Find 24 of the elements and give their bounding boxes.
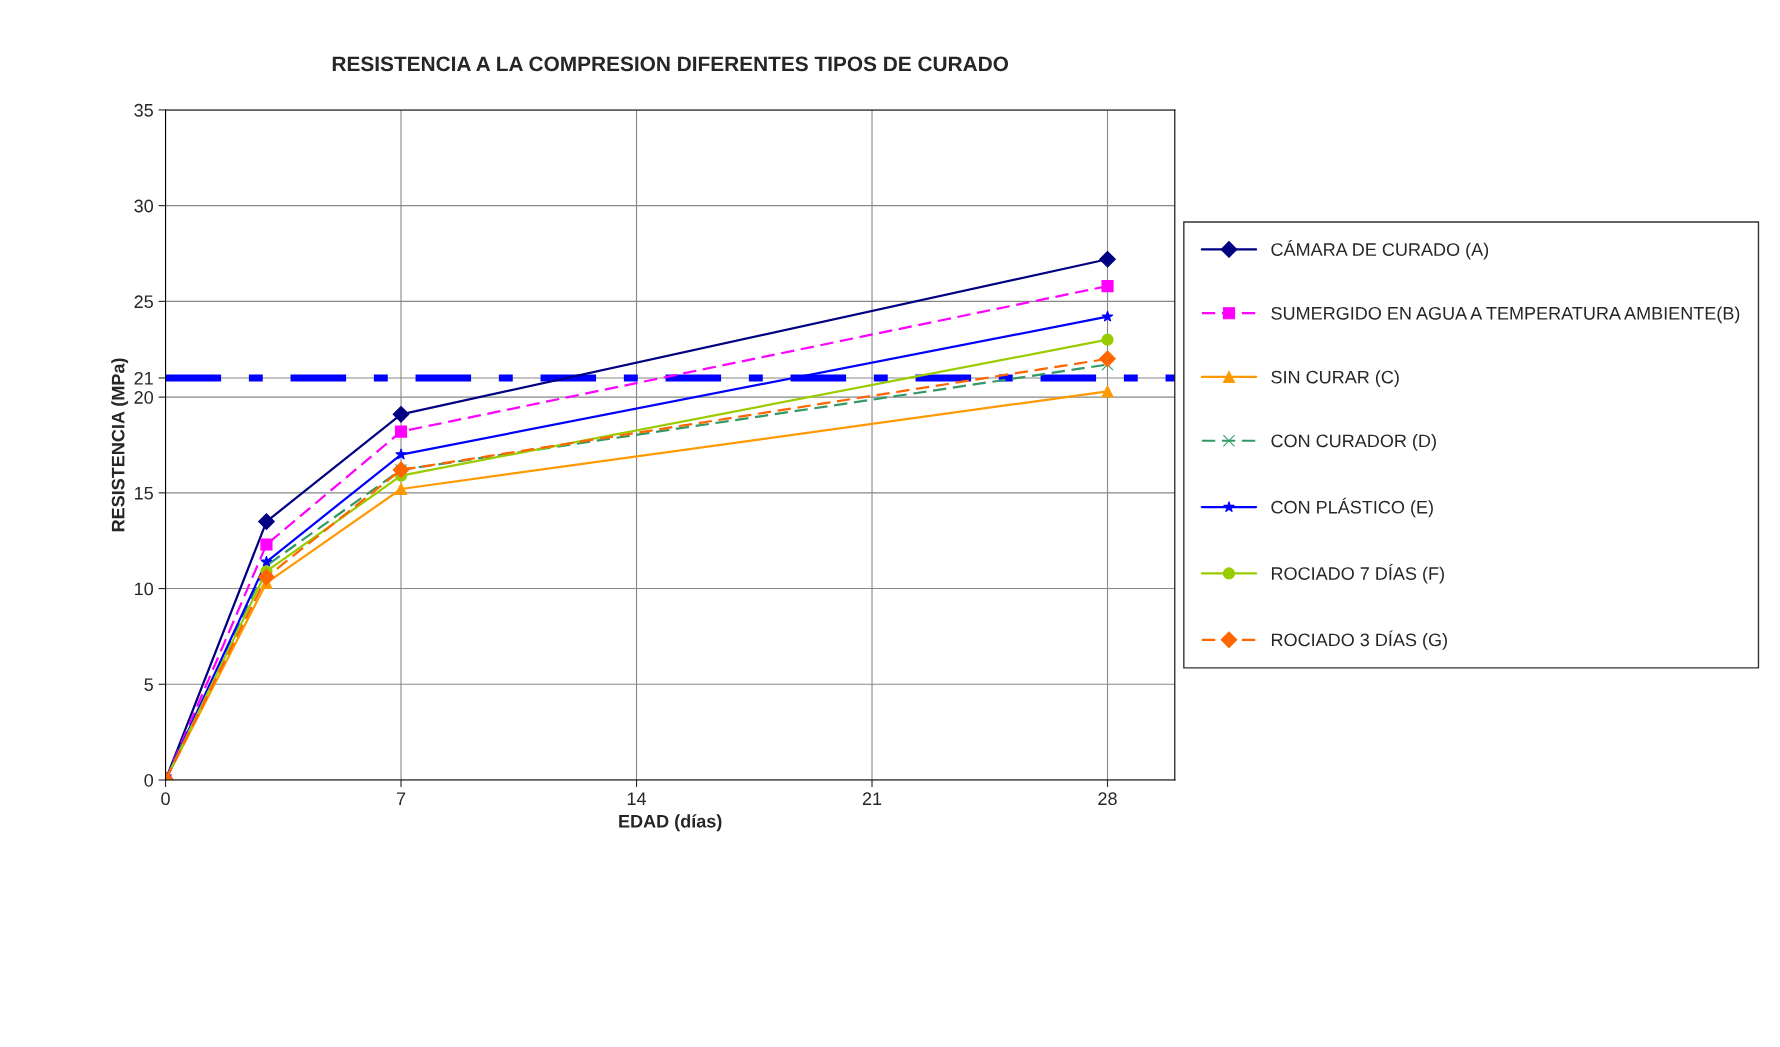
y-tick-label: 20 <box>134 391 154 404</box>
x-tick-label: 7 <box>396 792 406 805</box>
x-tick-label: 21 <box>862 792 882 805</box>
legend-label: CON CURADOR (D) <box>1271 433 1436 451</box>
y-tick-label: 15 <box>135 486 153 500</box>
x-tick-label: 0 <box>161 792 170 806</box>
legend-label: SUMERGIDO EN AGUA A TEMPERATURA AMBIENTE(B) <box>1271 306 1740 324</box>
legend-label: CÁMARA DE CURADO (A) <box>1271 240 1489 260</box>
legend-label: ROCIADO 3 DÍAS (G) <box>1271 630 1447 650</box>
x-axis-title: EDAD (días) <box>619 814 722 832</box>
legend-label: SIN CURAR (C) <box>1271 370 1399 388</box>
legend-label: ROCIADO 7 DÍAS (F) <box>1271 564 1444 584</box>
y-tick-label: 25 <box>134 295 153 309</box>
y-tick-label: 0 <box>144 773 154 787</box>
y-tick-label: 35 <box>134 103 153 117</box>
y-tick-label: 10 <box>135 582 154 596</box>
y-tick-label: 21 <box>134 371 153 385</box>
x-tick-label: 28 <box>1098 792 1117 806</box>
x-tick-label: 14 <box>627 792 647 805</box>
y-axis-title: RESISTENCIA (MPa) <box>111 358 129 532</box>
y-tick-label: 30 <box>134 199 154 213</box>
chart-title: RESISTENCIA A LA COMPRESION DIFERENTES TIPOS DE CURADO <box>332 56 1009 72</box>
y-tick-label: 5 <box>144 678 153 692</box>
legend-label: CON PLÁSTICO (E) <box>1271 497 1433 518</box>
